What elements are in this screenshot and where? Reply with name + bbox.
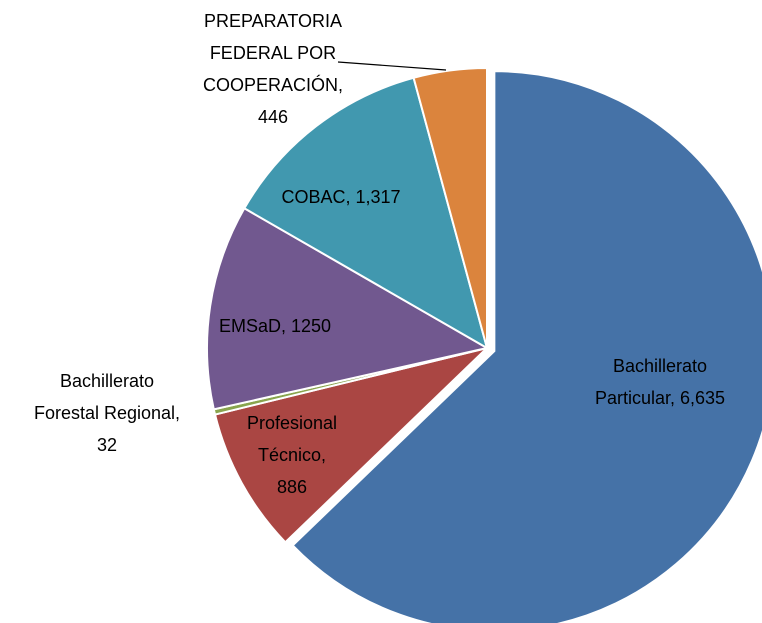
value-label: 1,317 (350, 187, 400, 207)
category-label: PREPARATORIA (204, 11, 342, 31)
pie-slice (206, 206, 490, 411)
category-label: Particular, (595, 388, 675, 408)
category-label: Regional, (99, 403, 180, 423)
label-line: Particular, 6,635 (595, 388, 725, 408)
value-label: 6,635 (675, 388, 725, 408)
label-line: COBAC, 1,317 (281, 187, 400, 207)
label-line: 32 (97, 435, 117, 455)
category-label: POR (292, 43, 336, 63)
category-label: COBAC, (281, 187, 350, 207)
category-label: FEDERAL (210, 43, 293, 63)
label-line: Bachillerato (60, 371, 154, 391)
label-line: PREPARATORIA (204, 11, 342, 31)
label-line: Profesional (247, 413, 337, 433)
label-line: Bachillerato (613, 356, 707, 376)
data-label: EMSaD, 1250 (219, 316, 331, 336)
data-label: Bachillerato Forestal Regional, 32 (34, 371, 180, 455)
data-label: COBAC, 1,317 (281, 187, 400, 207)
category-label: Bachillerato (613, 356, 707, 376)
pie-slice (213, 346, 491, 544)
category-label: EMSaD, (219, 316, 286, 336)
label-line: Técnico, (258, 445, 326, 465)
data-label: Profesional Técnico, 886 (247, 413, 337, 497)
label-line: 886 (277, 477, 307, 497)
value-label: 446 (258, 107, 288, 127)
category-label: Profesional (247, 413, 337, 433)
data-label: PREPARATORIA FEDERAL POR COOPERACIÓN, 446 (203, 11, 343, 127)
value-label: 1250 (286, 316, 331, 336)
pie-slice (242, 76, 489, 351)
value-label: 886 (277, 477, 307, 497)
label-line: FEDERAL POR (210, 43, 336, 63)
value-label: 32 (97, 435, 117, 455)
pie-slice (291, 70, 762, 623)
label-line: Forestal Regional, (34, 403, 180, 423)
label-line: 446 (258, 107, 288, 127)
label-line: EMSaD, 1250 (219, 316, 331, 336)
category-label: Forestal (34, 403, 99, 423)
category-label: Técnico, (258, 445, 326, 465)
data-label: Bachillerato Particular, 6,635 (595, 356, 725, 408)
category-label: COOPERACIÓN, (203, 74, 343, 95)
pie-slice (412, 66, 488, 349)
category-label: Bachillerato (60, 371, 154, 391)
label-line: COOPERACIÓN, (203, 74, 343, 95)
leader-line (337, 61, 447, 71)
